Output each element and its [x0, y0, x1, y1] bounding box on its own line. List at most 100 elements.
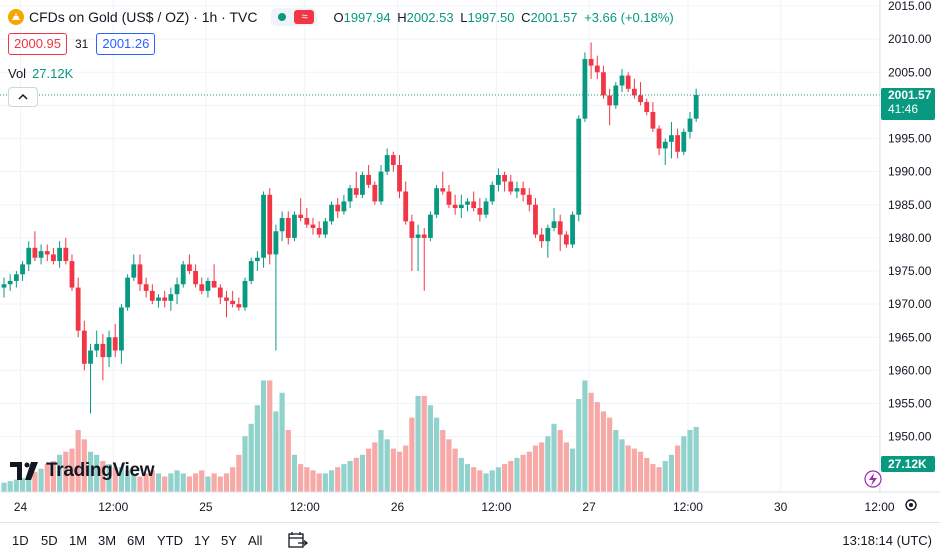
- volume-bar: [600, 411, 607, 492]
- volume-bar: [230, 467, 236, 492]
- settings-icon[interactable]: [905, 499, 917, 511]
- volume-bar: [32, 471, 38, 492]
- volume-bar: [125, 470, 131, 492]
- volume-bar: [427, 405, 434, 492]
- utc-clock[interactable]: 13:18:14 (UTC): [842, 533, 932, 548]
- candle: [211, 264, 217, 288]
- chart-canvas[interactable]: 1950.00 1955.00 1960.00 1965.00 1970.00 1975.…: [0, 0, 940, 522]
- range-3m-button[interactable]: 3M: [98, 533, 117, 548]
- collapse-legend-button[interactable]: [8, 87, 38, 107]
- volume-bar: [693, 426, 699, 492]
- candle: [32, 231, 38, 262]
- delayed-data-icon: ≈: [294, 10, 315, 24]
- candle: [63, 237, 69, 265]
- symbol-title[interactable]: CFDs on Gold (US$ / OZ) · 1h · TVC: [29, 9, 258, 25]
- candle: [477, 198, 483, 222]
- candle: [681, 128, 687, 156]
- range-5y-button[interactable]: 5Y: [221, 533, 237, 548]
- volume-bar: [613, 430, 619, 492]
- candle: [168, 287, 174, 311]
- volume-bar: [57, 454, 63, 492]
- volume-bar: [211, 473, 217, 492]
- volume-bar: [594, 402, 600, 492]
- range-1d-button[interactable]: 1D: [12, 533, 29, 548]
- candle: [619, 68, 625, 93]
- price-tick-label: 1955.00: [888, 397, 932, 411]
- range-ytd-button[interactable]: YTD: [157, 533, 183, 548]
- price-tick-label: 1995.00: [888, 132, 932, 146]
- volume-bar: [44, 464, 50, 492]
- ohlc-values: O1997.94 H2002.53 L1997.50 C2001.57 +3.6…: [333, 9, 674, 25]
- volume-bar: [13, 479, 19, 492]
- calendar-range-icon[interactable]: [288, 531, 308, 549]
- candle: [242, 277, 248, 311]
- volume-bar: [681, 436, 687, 492]
- volume-bar: [291, 454, 298, 492]
- price-tick-label: 2005.00: [888, 65, 932, 79]
- candle: [174, 277, 180, 305]
- candle: [81, 320, 87, 371]
- candle: [644, 98, 650, 116]
- volume-bar: [607, 417, 613, 492]
- time-axis[interactable]: 24 12:00 25 12:00 26 12:00 27 12:00 30 12:00: [0, 491, 940, 514]
- range-all-button[interactable]: All: [248, 533, 263, 548]
- candle: [273, 224, 279, 351]
- candlestick-series: [1, 42, 699, 414]
- volume-bar: [335, 467, 341, 492]
- price-axis[interactable]: 1950.00 1955.00 1960.00 1965.00 1970.00 1975.…: [879, 0, 932, 492]
- time-tick-label: 12:00: [673, 500, 703, 514]
- volume-bar: [668, 454, 675, 492]
- candle: [57, 241, 63, 268]
- volume-bar: [421, 395, 427, 492]
- lightning-icon[interactable]: [864, 470, 882, 488]
- volume-bar: [50, 461, 57, 492]
- candle: [329, 201, 334, 225]
- range-1y-button[interactable]: 1Y: [194, 533, 210, 548]
- volume-bar: [378, 430, 384, 492]
- candle: [119, 304, 124, 364]
- sell-price-button[interactable]: 2000.95: [8, 33, 67, 55]
- volume-bar: [477, 470, 483, 492]
- candle: [292, 211, 297, 242]
- volume-bar: [396, 451, 403, 492]
- range-5d-button[interactable]: 5D: [41, 533, 58, 548]
- range-6m-button[interactable]: 6M: [127, 533, 146, 548]
- volume-bar: [576, 399, 582, 492]
- volume-bar: [180, 473, 186, 492]
- candle: [285, 211, 291, 245]
- candle: [88, 343, 93, 414]
- time-tick-label: 26: [391, 500, 405, 514]
- volume-bar: [143, 473, 149, 492]
- volume-bar: [557, 430, 563, 492]
- candle: [576, 115, 582, 222]
- volume-bar: [650, 464, 656, 492]
- volume-bar: [199, 470, 205, 492]
- candle: [131, 254, 137, 281]
- price-tick-label: 1965.00: [888, 330, 932, 344]
- volume-bar: [644, 457, 650, 492]
- last-price-value: 2001.57: [888, 88, 932, 102]
- market-open-dot-icon: [278, 13, 287, 21]
- range-1m-button[interactable]: 1M: [69, 533, 88, 548]
- volume-value: 27.12K: [32, 66, 74, 81]
- volume-badge: 27.12K: [881, 456, 935, 472]
- candle: [75, 277, 81, 338]
- chevron-up-icon: [18, 93, 28, 100]
- time-tick-label: 12:00: [865, 500, 895, 514]
- tradingview-logo[interactable]: TradingView: [10, 460, 155, 482]
- symbol-legend: CFDs on Gold (US$ / OZ) · 1h · TVC ≈ O19…: [8, 7, 677, 27]
- candle: [458, 194, 464, 218]
- close-value: 2001.57: [530, 9, 578, 25]
- candle: [205, 277, 211, 298]
- volume-bar: [514, 457, 520, 492]
- buy-price-button[interactable]: 2001.26: [96, 33, 156, 55]
- candle: [434, 184, 439, 218]
- volume-bar: [298, 464, 304, 492]
- candle: [360, 171, 365, 199]
- candle: [607, 88, 613, 126]
- volume-bars: [1, 380, 699, 492]
- market-status-pill[interactable]: ≈: [271, 8, 318, 26]
- time-tick-label: 27: [582, 500, 596, 514]
- candle: [254, 251, 260, 271]
- volume-bar: [390, 448, 396, 492]
